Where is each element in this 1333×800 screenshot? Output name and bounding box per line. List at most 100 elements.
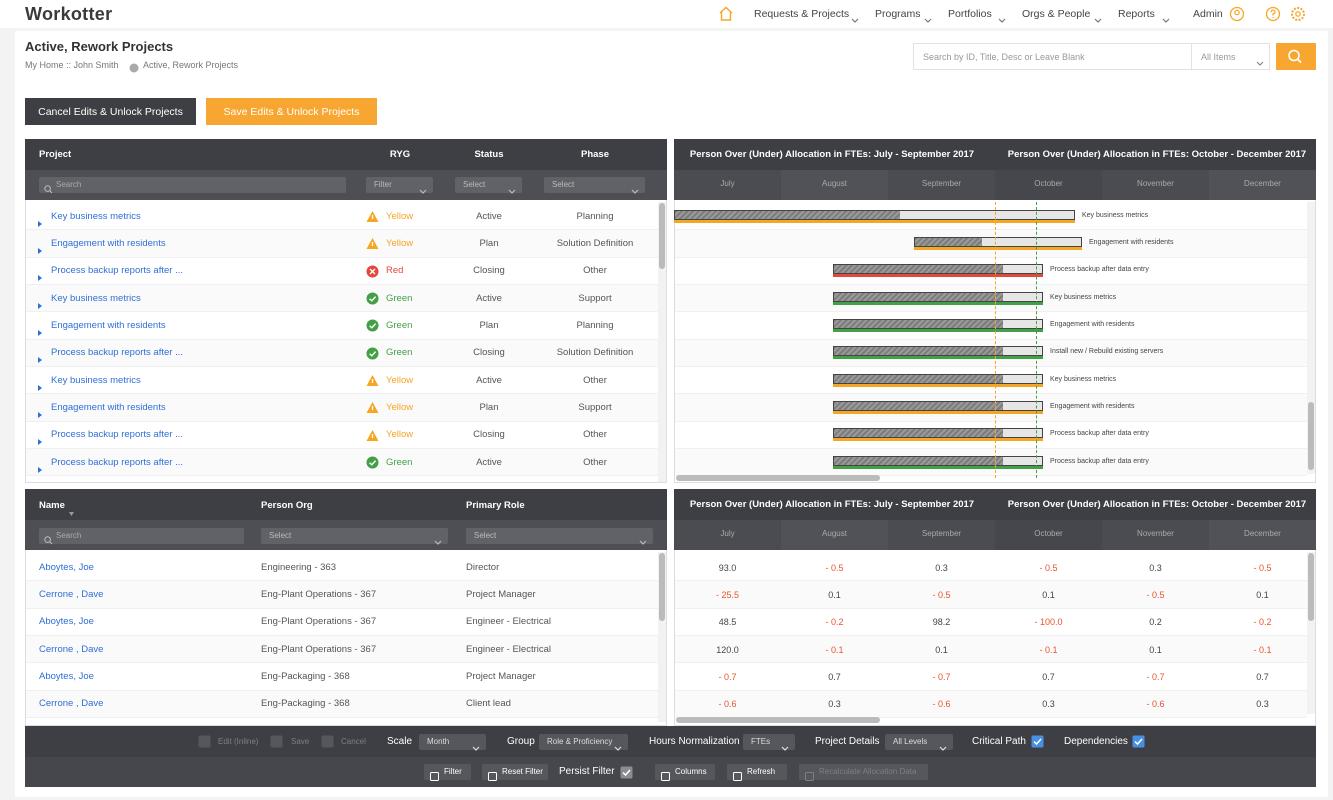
search-filter[interactable] [39, 177, 346, 193]
toolbar-icon-graphic [270, 735, 283, 748]
bar-remaining [900, 209, 1075, 220]
sep-dot [129, 63, 139, 73]
bar-remaining [1003, 318, 1043, 329]
toolbar-button[interactable] [655, 764, 715, 780]
person-link[interactable]: Cerrone , Dave [39, 588, 104, 600]
project-link[interactable]: Engagement with residents [51, 319, 166, 331]
person-link[interactable]: Cerrone , Dave [39, 643, 104, 655]
chevron [1162, 11, 1170, 23]
filter-select[interactable] [544, 177, 645, 193]
scroll-thumb[interactable] [659, 203, 665, 269]
ryg-icon-graphic [366, 292, 379, 305]
cancel-button[interactable] [25, 98, 196, 125]
person-link[interactable]: Cerrone , Dave [39, 698, 104, 710]
grid-row [675, 553, 1307, 582]
expand-arrow [38, 378, 43, 391]
toolbar-button-icon [805, 768, 814, 781]
month-cell [888, 170, 995, 200]
filter-select[interactable] [466, 527, 653, 544]
toolbar-icon-graphic [321, 735, 334, 748]
allocation-cell: - 0.1 [1039, 644, 1058, 655]
project-link[interactable]: Key business metrics [51, 374, 141, 386]
nav-item[interactable]: Orgs & People [1022, 8, 1091, 20]
search-filter[interactable] [39, 527, 244, 544]
toolbar-button[interactable] [727, 764, 787, 780]
filter-select[interactable] [455, 177, 522, 193]
allocation-cell: - 0.5 [1146, 589, 1165, 600]
setting-select-text: FTEs [751, 736, 771, 746]
person-link[interactable]: Aboytes, Joe [39, 670, 94, 682]
project-link[interactable]: Engagement with residents [51, 401, 166, 413]
nav-item[interactable]: Reports [1118, 8, 1155, 20]
toolbar-icon [321, 735, 334, 748]
chevron-line [939, 746, 947, 751]
expand-arrow [38, 350, 43, 364]
month-cell [781, 520, 888, 550]
project-link[interactable]: Process backup reports after ... [51, 429, 184, 441]
project-link[interactable]: Engagement with residents [51, 237, 166, 249]
status-cell: Closing [473, 429, 505, 441]
search-box[interactable] [913, 43, 1270, 70]
bar-label: Process backup after data entry [1050, 266, 1149, 274]
phase-cell: Other [583, 374, 607, 386]
project-link[interactable]: Process backup reports after ... [51, 456, 184, 468]
box-shape [620, 766, 633, 778]
nav-item[interactable]: Portfolios [948, 8, 992, 20]
org-cell: Eng-Plant Operations - 367 [261, 643, 377, 655]
bar-done [674, 209, 900, 220]
status-cell: Closing [473, 347, 505, 359]
search-glyph-graphic [44, 535, 53, 544]
nav-item[interactable]: Requests & Projects [754, 8, 850, 20]
allocation-cell: 0.1 [1149, 644, 1162, 655]
save-button[interactable] [206, 98, 377, 125]
column-header: Name [39, 499, 65, 511]
toolbar-button-icon [488, 768, 497, 781]
setting-select[interactable] [539, 733, 628, 750]
toolbar-action[interactable]: Cancel [341, 736, 366, 746]
person-link[interactable]: Aboytes, Joe [39, 616, 94, 628]
grid-row [26, 663, 658, 691]
toolbar-action[interactable]: Save [291, 736, 310, 746]
user-name[interactable]: Admin [1193, 8, 1223, 20]
filter-select[interactable] [366, 177, 433, 193]
ryg-icon [366, 292, 379, 305]
today-line [995, 202, 996, 478]
toolbar-button[interactable] [799, 764, 928, 780]
status-cross [369, 268, 376, 275]
phase-cell: Other [583, 429, 607, 441]
person-link[interactable]: Aboytes, Joe [39, 561, 94, 573]
month-label: July [720, 179, 735, 188]
project-link[interactable]: Key business metrics [51, 292, 141, 304]
scroll-thumb[interactable] [1308, 553, 1314, 621]
home-shape [719, 6, 733, 21]
chevron-graphic [1162, 18, 1170, 23]
toolbar-button[interactable] [482, 764, 548, 780]
setting-select[interactable] [743, 733, 795, 750]
user-head [1234, 9, 1240, 16]
scroll-thumb[interactable] [1308, 402, 1314, 470]
setting-select[interactable] [419, 733, 486, 750]
scroll-thumb[interactable] [659, 553, 665, 621]
grid-row [26, 421, 658, 449]
project-link[interactable]: Key business metrics [51, 210, 141, 222]
project-link[interactable]: Process backup reports after ... [51, 265, 184, 277]
save-label: Save Edits & Unlock Projects [223, 105, 360, 118]
hscroll-thumb[interactable] [676, 717, 880, 723]
allocation-cell: 93.0 [718, 562, 737, 573]
chevron-graphic [631, 189, 639, 194]
filter-select[interactable] [261, 527, 448, 544]
project-link[interactable]: Process backup reports after ... [51, 347, 184, 359]
bar-label: Engagement with residents [1089, 238, 1174, 246]
setting-select[interactable] [885, 733, 953, 750]
toolbar-action[interactable]: Edit (Inline) [218, 736, 259, 746]
ryg-icon [366, 265, 379, 278]
hscroll-thumb[interactable] [676, 475, 880, 481]
toggle-checkbox [1132, 735, 1145, 748]
breadcrumb-home[interactable]: My Home :: John Smith [25, 60, 119, 70]
search-scope[interactable]: All Items [1201, 51, 1236, 62]
nav-item[interactable]: Programs [875, 8, 921, 20]
toolbar-button[interactable] [424, 764, 471, 780]
bar-status [833, 328, 1043, 332]
status-cell: Active [476, 210, 502, 222]
month-label: November [1137, 529, 1174, 538]
